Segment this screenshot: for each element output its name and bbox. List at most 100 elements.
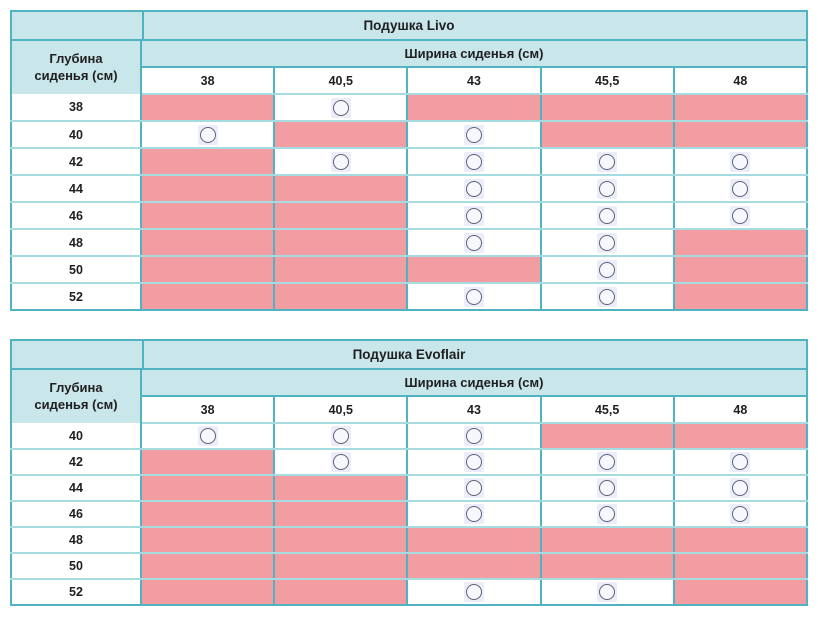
availability-circle-icon: [463, 478, 484, 498]
unavailable-cell: [672, 423, 807, 450]
availability-circle-icon: [463, 426, 484, 446]
circle-glyph: [732, 153, 749, 170]
width-value-header: 38: [139, 396, 275, 424]
availability-circle-icon: [463, 582, 484, 602]
availability-circle-icon: [730, 478, 751, 498]
table-row: 42: [11, 148, 807, 176]
unavailable-cell: [273, 175, 408, 203]
livo-table-body: 38 40 42 44 46 48 50 52: [11, 94, 807, 310]
unavailable-cell: [139, 283, 275, 310]
width-value-header: 48: [672, 396, 807, 424]
unavailable-cell: [406, 527, 541, 554]
unavailable-cell: [406, 256, 541, 284]
unavailable-cell: [273, 121, 408, 149]
depth-value-label: 38: [11, 94, 142, 122]
width-header-cell: Ширина сиденья (см): [141, 369, 807, 397]
available-cell: [672, 148, 807, 176]
available-cell: [406, 475, 541, 502]
circle-glyph: [465, 234, 482, 251]
table-row: 52: [11, 579, 807, 605]
available-cell: [406, 579, 541, 605]
column-divider-line: [142, 12, 144, 38]
availability-circle-icon: [330, 151, 351, 172]
circle-glyph: [465, 153, 482, 170]
width-header-cell: Ширина сиденья (см): [141, 40, 807, 68]
width-value-header: 40,5: [273, 396, 408, 424]
availability-circle-icon: [597, 232, 618, 253]
table-row: 48: [11, 527, 807, 554]
available-cell: [539, 475, 674, 502]
circle-glyph: [732, 207, 749, 224]
table-row: 46: [11, 501, 807, 528]
available-cell: [539, 256, 674, 284]
depth-value-label: 44: [11, 175, 142, 203]
width-values-row: 38 40,5 43 45,5 48: [11, 396, 807, 424]
unavailable-cell: [139, 94, 275, 122]
table-title: Подушка Livo: [11, 11, 807, 41]
availability-circle-icon: [730, 151, 751, 172]
unavailable-cell: [273, 229, 408, 257]
availability-circle-icon: [597, 504, 618, 524]
table-title-text: Подушка Livo: [363, 18, 455, 33]
group-header-row: Глубина сиденья (см) Ширина сиденья (см): [11, 40, 807, 94]
available-cell: [539, 229, 674, 257]
table-row: 44: [11, 475, 807, 502]
evoflair-table-body: 40 42 44 46 48 50 52: [11, 423, 807, 605]
circle-glyph: [732, 180, 749, 197]
depth-value-label: 52: [11, 283, 142, 310]
unavailable-cell: [139, 553, 275, 580]
available-cell: [539, 148, 674, 176]
circle-glyph: [599, 153, 616, 170]
circle-glyph: [599, 234, 616, 251]
circle-glyph: [332, 428, 349, 444]
circle-glyph: [465, 428, 482, 444]
depth-value-label: 46: [11, 202, 142, 230]
availability-circle-icon: [330, 97, 351, 118]
availability-circle-icon: [730, 452, 751, 472]
table-row: 46: [11, 202, 807, 230]
available-cell: [539, 202, 674, 230]
available-cell: [406, 202, 541, 230]
depth-value-label: 40: [11, 423, 142, 450]
available-cell: [406, 501, 541, 528]
availability-circle-icon: [597, 582, 618, 602]
table-row: 52: [11, 283, 807, 310]
livo-compatibility-table: Подушка Livo Глубина сиденья (см) Ширина…: [10, 10, 808, 311]
available-cell: [539, 449, 674, 476]
width-value-header: 45,5: [539, 67, 674, 95]
availability-circle-icon: [463, 232, 484, 253]
width-values-row: 38 40,5 43 45,5 48: [11, 67, 807, 95]
depth-value-label: 42: [11, 449, 142, 476]
availability-circle-icon: [597, 205, 618, 226]
available-cell: [273, 423, 408, 450]
unavailable-cell: [139, 229, 275, 257]
available-cell: [539, 579, 674, 605]
circle-glyph: [599, 261, 616, 278]
width-value-header: 40,5: [273, 67, 408, 95]
table-row: 40: [11, 121, 807, 149]
circle-glyph: [465, 126, 482, 143]
circle-glyph: [732, 454, 749, 470]
available-cell: [406, 121, 541, 149]
width-value-header: 45,5: [539, 396, 674, 424]
circle-glyph: [332, 454, 349, 470]
available-cell: [406, 283, 541, 310]
unavailable-cell: [539, 121, 674, 149]
unavailable-cell: [139, 527, 275, 554]
evoflair-compatibility-table: Подушка Evoflair Глубина сиденья (см) Ши…: [10, 339, 808, 606]
available-cell: [406, 449, 541, 476]
availability-circle-icon: [597, 286, 618, 307]
availability-circle-icon: [197, 124, 218, 145]
available-cell: [273, 94, 408, 122]
depth-value-label: 46: [11, 501, 142, 528]
unavailable-cell: [406, 94, 541, 122]
unavailable-cell: [139, 579, 275, 605]
circle-glyph: [599, 454, 616, 470]
circle-glyph: [465, 288, 482, 305]
table-row: 44: [11, 175, 807, 203]
unavailable-cell: [672, 579, 807, 605]
unavailable-cell: [139, 202, 275, 230]
unavailable-cell: [139, 449, 275, 476]
unavailable-cell: [273, 202, 408, 230]
availability-circle-icon: [730, 178, 751, 199]
